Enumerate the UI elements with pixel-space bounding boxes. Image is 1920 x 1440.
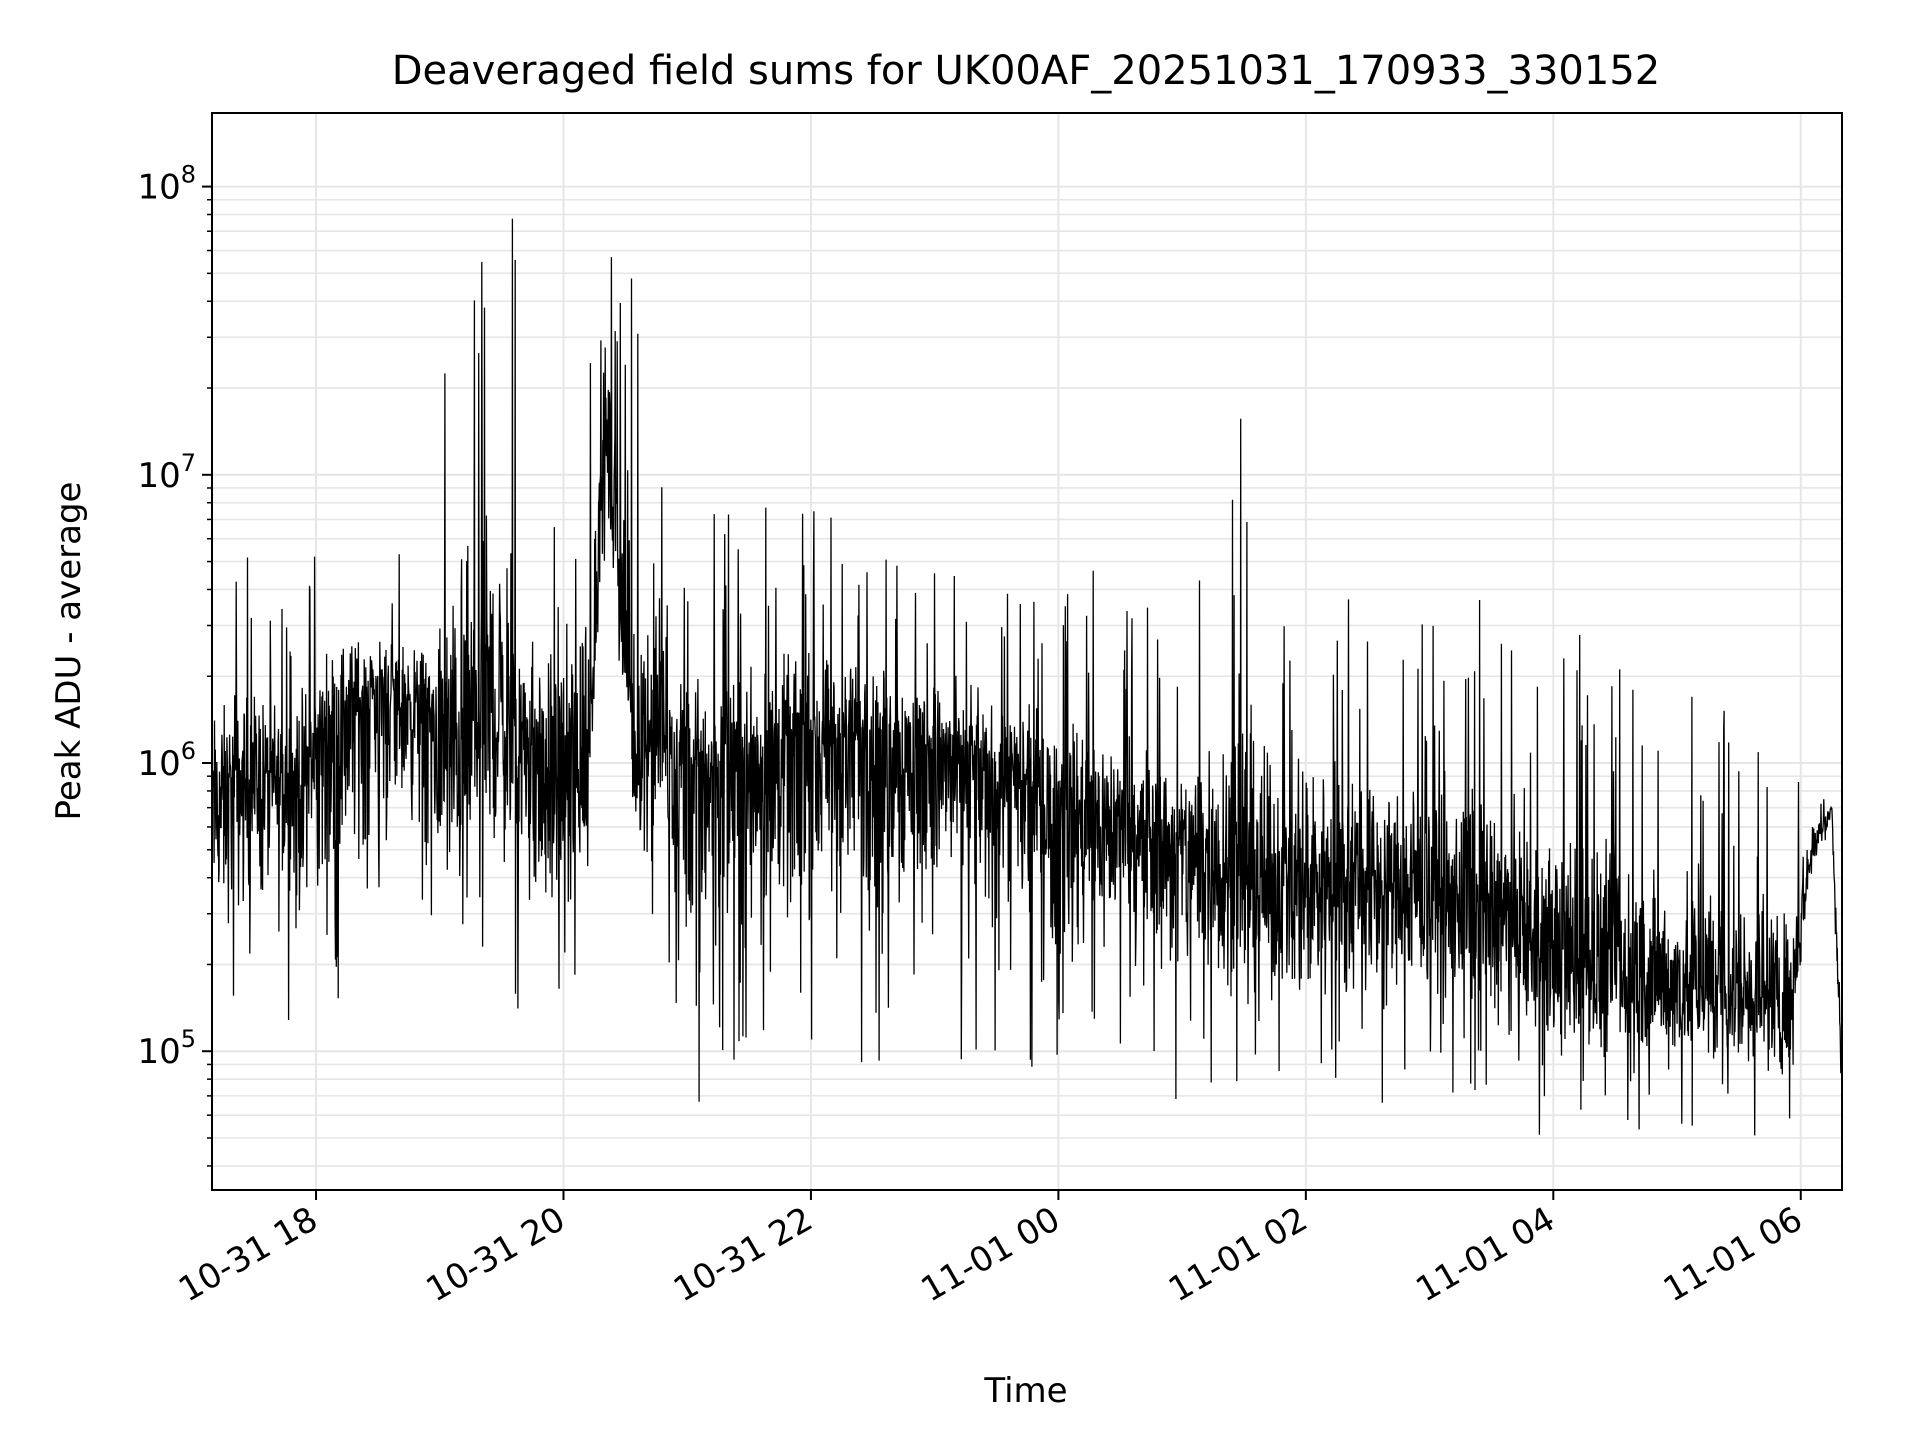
series-line	[212, 218, 1842, 1136]
chart-title: Deaveraged field sums for UK00AF_2025103…	[392, 48, 1660, 94]
plot-area	[212, 218, 1842, 1136]
y-axis-label: Peak ADU - average	[49, 482, 89, 821]
y-tick-label: 106	[137, 737, 196, 784]
plot-frame	[211, 112, 1843, 1191]
x-axis-label: Time	[983, 1371, 1067, 1411]
